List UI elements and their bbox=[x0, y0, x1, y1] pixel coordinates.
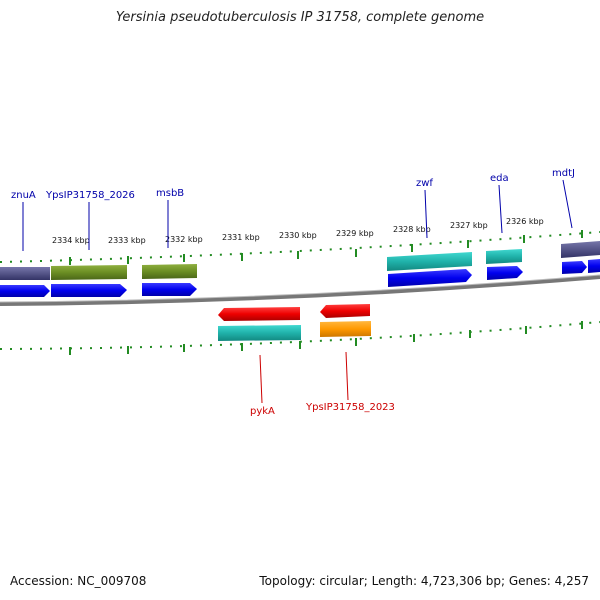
gene-label-mdtJ: mdtJ bbox=[552, 168, 575, 179]
gene-box-ypsip2026 bbox=[51, 265, 127, 280]
cds-arrow-mdtJ-1 bbox=[562, 261, 587, 274]
gene-label-znuA: znuA bbox=[11, 190, 36, 201]
cds-arrow-zwf bbox=[388, 269, 472, 287]
reverse-cds-arrows bbox=[218, 304, 370, 321]
kbp-label: 2331 kbp bbox=[222, 233, 260, 242]
genome-backbone bbox=[0, 275, 600, 306]
kbp-label: 2328 kbp bbox=[393, 225, 431, 234]
gene-label-eda: eda bbox=[490, 173, 509, 184]
gene-box-znuA bbox=[0, 267, 50, 280]
cds-arrow-eda bbox=[487, 266, 523, 280]
upper-major-ticks bbox=[69, 230, 583, 265]
kbp-label: 2326 kbp bbox=[506, 217, 544, 226]
cds-arrow-znuA bbox=[0, 285, 50, 297]
kbp-label: 2334 kbp bbox=[52, 236, 90, 245]
accession-label: Accession: NC_009708 bbox=[10, 574, 147, 588]
genome-summary: Topology: circular; Length: 4,723,306 bp… bbox=[259, 574, 589, 588]
kbp-label: 2332 kbp bbox=[165, 235, 203, 244]
backbone-highlight bbox=[0, 274, 600, 303]
gene-box-mdtJ bbox=[561, 241, 600, 258]
cds-arrow-pykA bbox=[218, 307, 300, 321]
forward-cds-arrows bbox=[0, 259, 600, 297]
kbp-label: 2330 kbp bbox=[279, 231, 317, 240]
reverse-leader-lines bbox=[259, 351, 349, 404]
gene-label-pykA: pykA bbox=[250, 406, 275, 417]
gene-box-msbB bbox=[142, 264, 197, 279]
cds-arrow-mdtJ-2 bbox=[588, 259, 600, 273]
cds-arrow-ypsip2023 bbox=[320, 304, 370, 318]
kbp-labels: 2334 kbp 2333 kbp 2332 kbp 2331 kbp 2330… bbox=[52, 217, 544, 245]
gene-label-msbB: msbB bbox=[156, 188, 184, 199]
forward-gene-boxes bbox=[0, 241, 600, 280]
gene-box-pykA bbox=[218, 325, 301, 341]
upper-tick-ring bbox=[0, 231, 600, 263]
kbp-label: 2333 kbp bbox=[108, 236, 146, 245]
map-title: Yersinia pseudotuberculosis IP 31758, co… bbox=[115, 10, 485, 25]
cds-arrow-ypsip2026 bbox=[51, 284, 127, 297]
cds-arrow-msbB bbox=[142, 283, 197, 296]
gene-box-eda bbox=[486, 249, 522, 264]
gene-labels: znuA YpsIP31758_2026 msbB zwf eda mdtJ p… bbox=[11, 168, 575, 417]
forward-leader-lines bbox=[22, 179, 573, 251]
reverse-gene-boxes bbox=[218, 321, 371, 341]
kbp-label: 2329 kbp bbox=[336, 229, 374, 238]
lower-major-ticks bbox=[69, 321, 583, 355]
gene-box-zwf bbox=[387, 252, 472, 271]
kbp-label: 2327 kbp bbox=[450, 221, 488, 230]
gene-box-ypsip2023 bbox=[320, 321, 371, 337]
gene-label-ypsip2023: YpsIP31758_2023 bbox=[305, 402, 395, 413]
gene-label-ypsip2026: YpsIP31758_2026 bbox=[45, 190, 135, 201]
gene-label-zwf: zwf bbox=[416, 178, 433, 189]
